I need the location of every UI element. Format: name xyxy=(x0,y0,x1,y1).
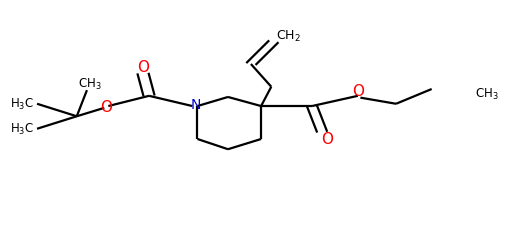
Text: O: O xyxy=(137,60,149,74)
Text: O: O xyxy=(100,99,112,114)
Text: CH$_2$: CH$_2$ xyxy=(275,29,301,44)
Text: CH$_3$: CH$_3$ xyxy=(78,77,101,92)
Text: N: N xyxy=(190,98,201,112)
Text: CH$_3$: CH$_3$ xyxy=(475,87,499,102)
Text: H$_3$C: H$_3$C xyxy=(10,122,34,137)
Text: O: O xyxy=(352,84,364,99)
Text: O: O xyxy=(322,132,333,147)
Text: H$_3$C: H$_3$C xyxy=(10,97,34,112)
